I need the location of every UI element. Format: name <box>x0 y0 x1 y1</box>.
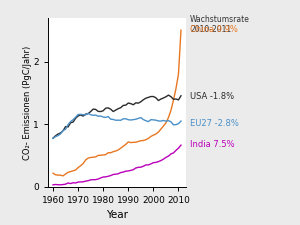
Y-axis label: CO₂- Emissionen (PgC/Jahr): CO₂- Emissionen (PgC/Jahr) <box>23 45 32 160</box>
Text: India 7.5%: India 7.5% <box>190 140 235 149</box>
Text: USA -1.8%: USA -1.8% <box>190 92 234 101</box>
X-axis label: Year: Year <box>106 210 128 220</box>
Text: EU27 -2.8%: EU27 -2.8% <box>190 119 239 128</box>
Text: China 9.9%: China 9.9% <box>190 25 238 34</box>
Text: Wachstumsrate
2010-2011: Wachstumsrate 2010-2011 <box>190 15 250 34</box>
